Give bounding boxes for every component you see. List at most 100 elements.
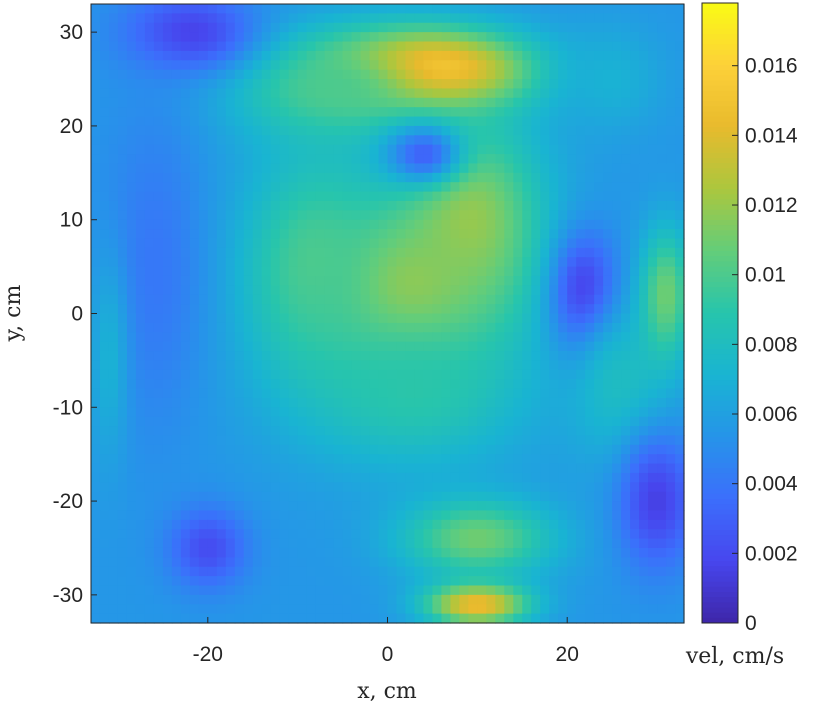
heatmap-cell <box>360 510 371 521</box>
heatmap-cell <box>594 594 604 605</box>
heatmap-cell <box>414 529 425 540</box>
heatmap-cell <box>91 369 101 380</box>
heatmap-cell <box>144 472 155 483</box>
heatmap-cell <box>162 454 173 465</box>
heatmap-cell <box>513 88 523 99</box>
heatmap-cell <box>234 454 245 465</box>
heatmap-cell <box>108 341 119 352</box>
heatmap-cell <box>162 322 173 333</box>
heatmap-cell <box>108 22 119 33</box>
heatmap-cell <box>576 135 586 146</box>
heatmap-cell <box>540 463 550 474</box>
heatmap-cell <box>117 172 128 183</box>
heatmap-cell <box>261 463 272 474</box>
heatmap-cell <box>387 4 398 14</box>
heatmap-cell <box>405 285 416 296</box>
heatmap-cell <box>468 200 478 211</box>
heatmap-cell <box>207 22 218 33</box>
colorbar-segment <box>702 566 738 572</box>
heatmap-cell <box>477 257 487 268</box>
heatmap-cell <box>297 182 308 193</box>
heatmap-cell <box>576 125 586 136</box>
heatmap-cell <box>270 351 281 361</box>
heatmap-cell <box>621 107 631 118</box>
heatmap-cell <box>243 275 254 286</box>
heatmap-cell <box>198 200 209 211</box>
heatmap-cell <box>639 107 649 118</box>
heatmap-cell <box>486 491 496 502</box>
heatmap-cell <box>405 22 416 33</box>
heatmap-cell <box>135 463 146 474</box>
heatmap-cell <box>648 547 658 558</box>
heatmap-cell <box>162 107 173 118</box>
heatmap-cell <box>369 426 380 437</box>
colorbar-segment <box>702 478 738 484</box>
heatmap-cell <box>342 163 353 174</box>
heatmap-cell <box>180 50 191 61</box>
heatmap-cell <box>666 444 676 455</box>
heatmap-cell <box>252 116 263 127</box>
heatmap-cell <box>513 304 523 315</box>
heatmap-cell <box>198 50 209 61</box>
heatmap-cell <box>648 491 658 502</box>
heatmap-cell <box>513 538 523 549</box>
heatmap-cell <box>306 538 317 549</box>
colorbar-tick-label: 0.002 <box>745 542 798 565</box>
heatmap-cell <box>144 88 155 99</box>
heatmap-cell <box>495 200 505 211</box>
heatmap-cell <box>567 219 577 230</box>
heatmap-cell <box>477 285 487 296</box>
heatmap-cell <box>234 41 245 52</box>
heatmap-cell <box>252 388 263 399</box>
heatmap-cell <box>495 407 505 418</box>
heatmap-cell <box>549 557 559 568</box>
heatmap-cell <box>225 313 236 324</box>
heatmap-cell <box>630 369 640 380</box>
heatmap-cell <box>108 454 119 465</box>
heatmap-cell <box>612 594 622 605</box>
heatmap-cell <box>657 501 667 512</box>
heatmap-cell <box>594 491 604 502</box>
heatmap-cell <box>540 219 550 230</box>
heatmap-cell <box>198 397 209 408</box>
heatmap-cell <box>171 107 182 118</box>
heatmap-cell <box>342 219 353 230</box>
heatmap-cell <box>396 529 407 540</box>
heatmap-cell <box>423 472 434 483</box>
heatmap-cell <box>288 604 299 615</box>
heatmap-cell <box>504 200 514 211</box>
heatmap-cell <box>117 144 128 155</box>
heatmap-cell <box>396 547 407 558</box>
heatmap-cell <box>198 60 209 71</box>
heatmap-cell <box>99 407 110 418</box>
heatmap-cell <box>315 163 326 174</box>
heatmap-cell <box>117 454 128 465</box>
heatmap-cell <box>297 210 308 221</box>
heatmap-cell <box>522 482 532 493</box>
heatmap-cell <box>657 125 667 136</box>
heatmap-cell <box>432 341 442 352</box>
heatmap-cell <box>405 107 416 118</box>
heatmap-cell <box>306 135 317 146</box>
heatmap-cell <box>459 604 469 615</box>
heatmap-cell <box>369 247 380 258</box>
heatmap-cell <box>360 163 371 174</box>
heatmap-cell <box>423 285 434 296</box>
heatmap-cell <box>639 13 649 24</box>
heatmap-cell <box>324 557 335 568</box>
heatmap-cell <box>315 397 326 408</box>
heatmap-cell <box>279 472 290 483</box>
colorbar-segment <box>702 23 738 30</box>
heatmap-cell <box>234 566 245 577</box>
heatmap-cell <box>675 32 685 43</box>
heatmap-cell <box>207 369 218 380</box>
heatmap-cell <box>486 594 496 605</box>
heatmap-cell <box>180 144 191 155</box>
heatmap-cell <box>675 154 685 165</box>
heatmap-cell <box>567 163 577 174</box>
heatmap-cell <box>405 416 416 427</box>
heatmap-cell <box>171 200 182 211</box>
heatmap-cell <box>279 266 290 277</box>
heatmap-cell <box>657 463 667 474</box>
heatmap-cell <box>414 426 425 437</box>
